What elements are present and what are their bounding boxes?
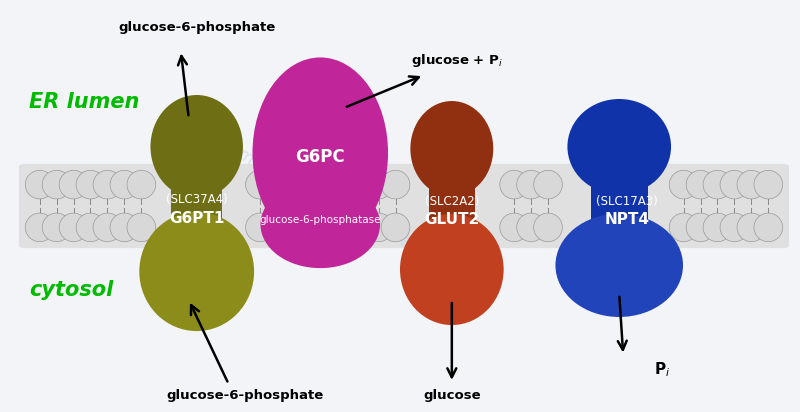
Ellipse shape xyxy=(127,213,156,242)
FancyBboxPatch shape xyxy=(19,164,789,248)
Text: GLUT2: GLUT2 xyxy=(424,213,479,227)
Ellipse shape xyxy=(262,213,291,242)
Ellipse shape xyxy=(703,170,732,199)
Ellipse shape xyxy=(150,95,243,198)
Ellipse shape xyxy=(110,213,138,242)
Text: glucose-6-phosphatase: glucose-6-phosphatase xyxy=(259,215,381,225)
Ellipse shape xyxy=(246,213,274,242)
Ellipse shape xyxy=(754,170,782,199)
Ellipse shape xyxy=(76,213,105,242)
Ellipse shape xyxy=(720,213,749,242)
Ellipse shape xyxy=(279,213,308,242)
Ellipse shape xyxy=(534,213,562,242)
Ellipse shape xyxy=(703,213,732,242)
Ellipse shape xyxy=(737,170,766,199)
FancyBboxPatch shape xyxy=(171,141,222,236)
Text: (SLC17A3): (SLC17A3) xyxy=(596,194,658,208)
Ellipse shape xyxy=(127,170,156,199)
Ellipse shape xyxy=(246,170,274,199)
Ellipse shape xyxy=(737,213,766,242)
Ellipse shape xyxy=(670,170,698,199)
Ellipse shape xyxy=(261,181,380,268)
Ellipse shape xyxy=(567,99,671,194)
Ellipse shape xyxy=(517,213,546,242)
Text: G6PC: G6PC xyxy=(295,148,345,166)
Ellipse shape xyxy=(330,213,359,242)
Ellipse shape xyxy=(297,213,325,242)
Ellipse shape xyxy=(670,213,698,242)
Text: glucose-6-phosphate: glucose-6-phosphate xyxy=(166,389,323,402)
Ellipse shape xyxy=(110,170,138,199)
Ellipse shape xyxy=(364,213,393,242)
Ellipse shape xyxy=(686,170,715,199)
Ellipse shape xyxy=(314,213,342,242)
Text: (SLC2A2): (SLC2A2) xyxy=(425,195,479,208)
Ellipse shape xyxy=(364,170,393,199)
Text: ER lumen: ER lumen xyxy=(30,91,140,112)
FancyBboxPatch shape xyxy=(266,145,374,225)
Ellipse shape xyxy=(381,170,410,199)
Ellipse shape xyxy=(400,214,504,325)
Ellipse shape xyxy=(93,213,122,242)
Text: glucose: glucose xyxy=(423,389,481,402)
Text: G6PT1: G6PT1 xyxy=(169,211,224,226)
Text: (SLC37A4): (SLC37A4) xyxy=(166,193,227,206)
Ellipse shape xyxy=(500,170,529,199)
Ellipse shape xyxy=(381,213,410,242)
Text: themedicalbiochemistrypage.org: themedicalbiochemistrypage.org xyxy=(210,133,462,279)
Ellipse shape xyxy=(42,170,71,199)
Ellipse shape xyxy=(410,101,494,197)
FancyBboxPatch shape xyxy=(590,141,648,234)
Text: glucose + P$_i$: glucose + P$_i$ xyxy=(411,52,503,69)
Ellipse shape xyxy=(253,57,388,248)
Ellipse shape xyxy=(59,213,88,242)
Ellipse shape xyxy=(59,170,88,199)
Ellipse shape xyxy=(555,214,683,317)
Ellipse shape xyxy=(754,213,782,242)
Ellipse shape xyxy=(26,213,54,242)
Ellipse shape xyxy=(500,213,529,242)
Ellipse shape xyxy=(517,170,546,199)
Ellipse shape xyxy=(26,170,54,199)
FancyBboxPatch shape xyxy=(429,143,474,236)
Ellipse shape xyxy=(42,213,71,242)
Text: P$_i$: P$_i$ xyxy=(654,360,670,379)
Ellipse shape xyxy=(686,213,715,242)
Text: glucose-6-phosphate: glucose-6-phosphate xyxy=(118,21,275,35)
Ellipse shape xyxy=(534,170,562,199)
Ellipse shape xyxy=(347,213,376,242)
Ellipse shape xyxy=(76,170,105,199)
Text: NPT4: NPT4 xyxy=(605,212,650,227)
Text: cytosol: cytosol xyxy=(30,280,114,300)
Ellipse shape xyxy=(139,212,254,331)
Ellipse shape xyxy=(93,170,122,199)
Ellipse shape xyxy=(720,170,749,199)
